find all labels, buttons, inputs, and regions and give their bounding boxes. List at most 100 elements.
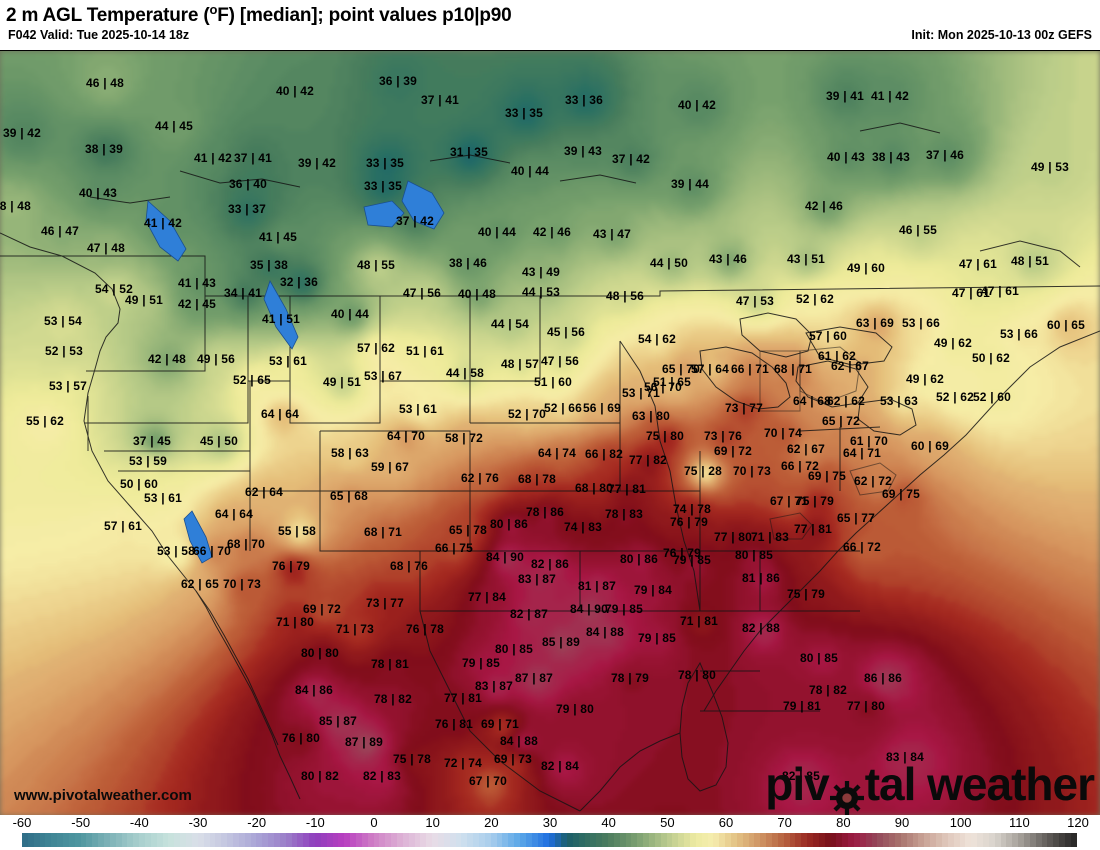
colorbar-cell bbox=[1000, 833, 1007, 847]
colorbar-cell bbox=[619, 833, 626, 847]
point-value-label: 68 | 80 bbox=[574, 481, 614, 495]
colorbar-tick: 20 bbox=[484, 815, 499, 830]
point-value-label: 67 | 71 bbox=[769, 494, 809, 508]
point-value-label: 33 | 35 bbox=[365, 156, 405, 170]
colorbar-cell bbox=[39, 833, 46, 847]
point-value-label: 76 | 79 bbox=[662, 546, 702, 560]
point-value-label: 53 | 54 bbox=[43, 314, 83, 328]
colorbar-cell bbox=[789, 833, 796, 847]
point-value-label: 71 | 83 bbox=[750, 530, 790, 544]
colorbar-cell bbox=[1035, 833, 1042, 847]
colorbar-cell bbox=[842, 833, 849, 847]
point-value-label: 69 | 71 bbox=[480, 717, 520, 731]
point-value-label: 68 | 71 bbox=[773, 362, 813, 376]
colorbar-cell bbox=[63, 833, 69, 847]
colorbar-tick: 90 bbox=[894, 815, 910, 830]
colorbar-cell bbox=[68, 833, 75, 847]
point-value-label: 58 | 72 bbox=[444, 431, 484, 445]
point-value-label: 82 | 85 bbox=[781, 769, 821, 783]
point-value-label: 64 | 64 bbox=[260, 407, 300, 421]
colorbar-cell bbox=[713, 833, 720, 847]
point-value-label: 82 | 87 bbox=[509, 607, 549, 621]
point-value-label: 50 | 62 bbox=[971, 351, 1011, 365]
point-value-label: 46 | 48 bbox=[85, 76, 125, 90]
point-value-label: 49 | 53 bbox=[1030, 160, 1070, 174]
point-value-label: 48 | 55 bbox=[356, 258, 396, 272]
point-value-label: 53 | 63 bbox=[879, 394, 919, 408]
colorbar-cell bbox=[971, 833, 978, 847]
point-value-label: 53 | 61 bbox=[398, 402, 438, 416]
colorbar-cell bbox=[496, 833, 503, 847]
colorbar-cell bbox=[443, 833, 450, 847]
colorbar-cell bbox=[525, 833, 532, 847]
colorbar-cell bbox=[648, 833, 655, 847]
point-value-label: 62 | 62 bbox=[826, 394, 866, 408]
colorbar-cell bbox=[977, 833, 983, 847]
point-value-label: 53 | 71 bbox=[621, 386, 661, 400]
point-value-label: 52 | 70 bbox=[507, 407, 547, 421]
colorbar-cell bbox=[578, 833, 585, 847]
colorbar[interactable]: -60 -50 -40 -30 -20 -10 0 10 20 30 40 50 60 70 80 90 100… bbox=[0, 815, 1100, 850]
colorbar-cell bbox=[631, 833, 638, 847]
point-value-label: 71 | 73 bbox=[335, 622, 375, 636]
point-value-label: 57 | 64 bbox=[690, 362, 730, 376]
colorbar-cell bbox=[807, 833, 814, 847]
point-value-label: 83 | 87 bbox=[517, 572, 557, 586]
point-value-label: 40 | 42 bbox=[677, 98, 717, 112]
point-value-label: 53 | 67 bbox=[363, 369, 403, 383]
point-value-label: 62 | 67 bbox=[830, 359, 870, 373]
point-value-label: 68 | 78 bbox=[517, 472, 557, 486]
valid-time-label: F042 Valid: Tue 2025-10-14 18z bbox=[8, 28, 190, 42]
title-text-rest: F) [median]; point values p10|p90 bbox=[217, 5, 512, 26]
colorbar-tick-labels: -60 -50 -40 -30 -20 -10 0 10 20 30 40 50 60 70 80 90 100… bbox=[0, 815, 1100, 832]
point-value-label: 41 | 42 bbox=[870, 89, 910, 103]
colorbar-cell bbox=[473, 833, 480, 847]
colorbar-cell bbox=[373, 833, 380, 847]
point-value-label: 84 | 90 bbox=[569, 602, 609, 616]
point-value-label: 37 | 41 bbox=[233, 151, 273, 165]
colorbar-cell bbox=[461, 833, 468, 847]
colorbar-cell bbox=[1023, 833, 1030, 847]
colorbar-cell bbox=[350, 833, 356, 847]
point-value-label: 48 | 57 bbox=[500, 357, 540, 371]
colorbar-cell bbox=[730, 833, 737, 847]
point-value-label: 79 | 84 bbox=[633, 583, 673, 597]
colorbar-cell bbox=[1012, 833, 1019, 847]
map-canvas[interactable]: 46 | 48 40 | 42 36 | 39 37 | 41 33 | 35 33 | … bbox=[0, 50, 1100, 816]
colorbar-cell bbox=[150, 833, 157, 847]
point-value-label: 70 | 74 bbox=[763, 426, 803, 440]
map-header: 2 m AGL Temperature (oF) [median]; point… bbox=[0, 0, 1100, 50]
point-value-label: 79 | 85 bbox=[637, 631, 677, 645]
point-value-label: 42 | 48 bbox=[147, 352, 187, 366]
point-value-label: 75 | 78 bbox=[392, 752, 432, 766]
point-value-label: 48 | 51 bbox=[1010, 254, 1050, 268]
colorbar-tick: 10 bbox=[425, 815, 440, 830]
point-value-label: 53 | 66 bbox=[999, 327, 1039, 341]
colorbar-cell bbox=[701, 833, 708, 847]
colorbar-cell bbox=[51, 833, 58, 847]
colorbar-cell bbox=[930, 833, 937, 847]
colorbar-cell bbox=[666, 833, 673, 847]
colorbar-cell bbox=[320, 833, 327, 847]
colorbar-cell bbox=[836, 833, 843, 847]
colorbar-cell bbox=[250, 833, 257, 847]
point-value-label: 71 | 80 bbox=[275, 615, 315, 629]
point-value-label: 65 | 77 bbox=[836, 511, 876, 525]
point-value-label: 69 | 75 bbox=[807, 469, 847, 483]
point-value-label: 37 | 41 bbox=[420, 93, 460, 107]
point-value-label: 33 | 35 bbox=[363, 179, 403, 193]
colorbar-cell bbox=[33, 833, 40, 847]
point-value-label: 68 | 70 bbox=[226, 537, 266, 551]
point-value-label: 82 | 86 bbox=[530, 557, 570, 571]
point-value-label: 80 | 86 bbox=[619, 552, 659, 566]
point-value-label: 79 | 85 bbox=[672, 553, 712, 567]
point-value-label: 44 | 45 bbox=[154, 119, 194, 133]
point-value-label: 86 | 86 bbox=[863, 671, 903, 685]
point-value-label: 41 | 51 bbox=[261, 312, 301, 326]
colorbar-cell bbox=[414, 833, 421, 847]
colorbar-cell bbox=[1018, 833, 1024, 847]
colorbar-tick: 50 bbox=[660, 815, 675, 830]
point-value-label: 80 | 85 bbox=[734, 548, 774, 562]
colorbar-cell bbox=[227, 833, 233, 847]
point-value-label: 38 | 43 bbox=[871, 150, 911, 164]
